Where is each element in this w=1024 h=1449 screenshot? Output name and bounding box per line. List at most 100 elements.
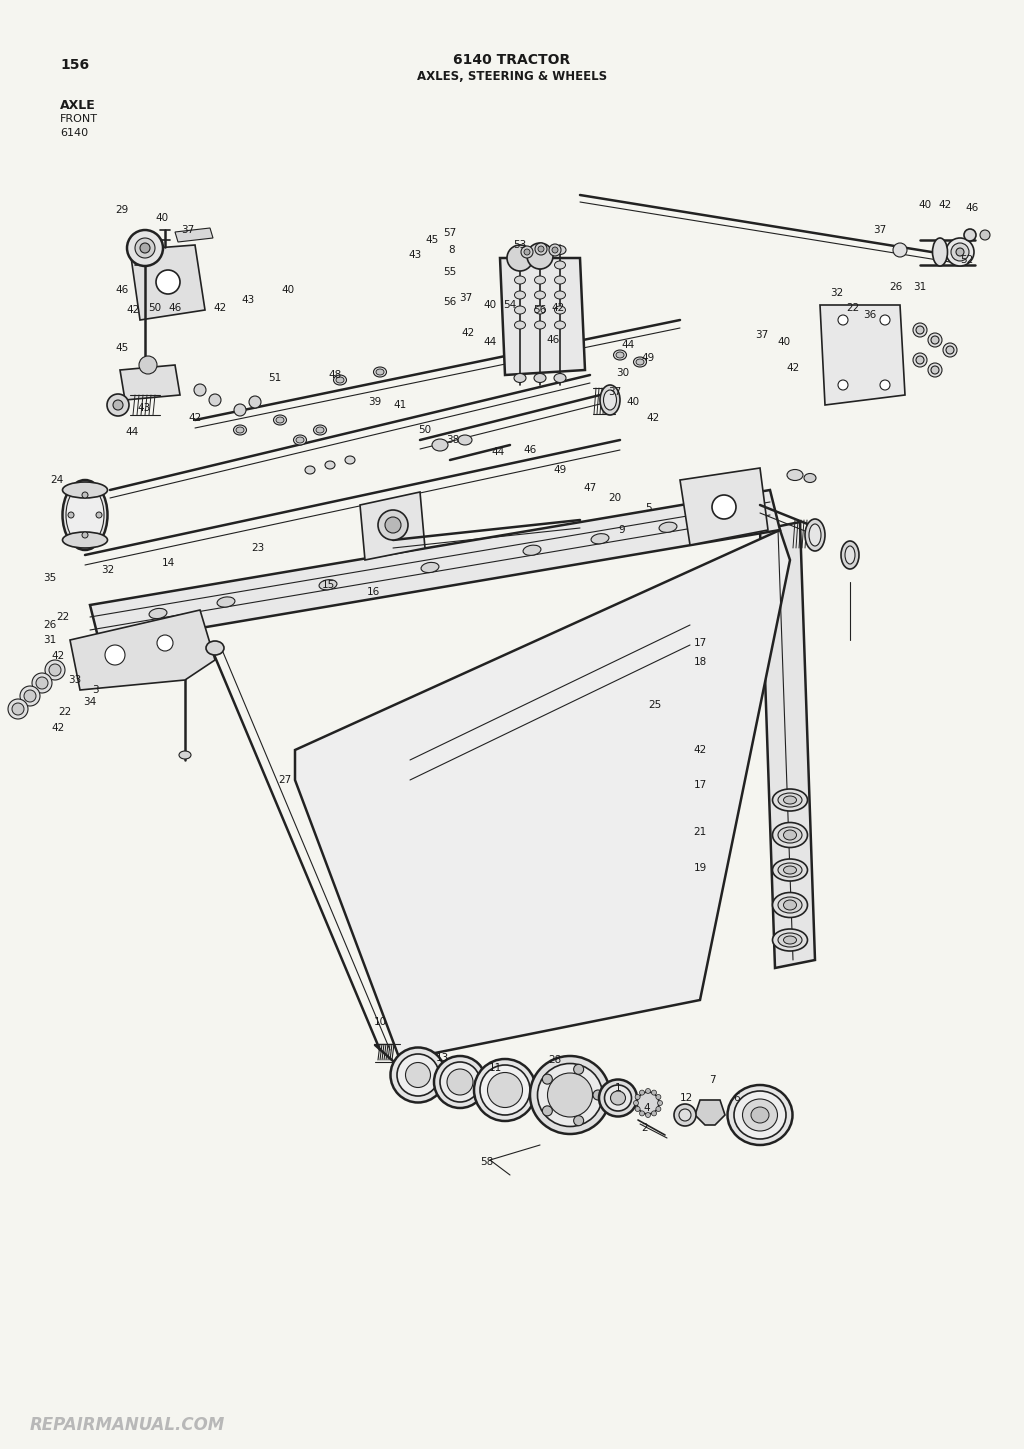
Text: 42: 42	[938, 200, 951, 210]
Ellipse shape	[62, 480, 108, 551]
Ellipse shape	[956, 248, 964, 256]
Circle shape	[385, 517, 401, 533]
Circle shape	[645, 1113, 650, 1117]
Ellipse shape	[783, 936, 797, 943]
Text: 49: 49	[553, 465, 566, 475]
Text: 20: 20	[608, 493, 622, 503]
Ellipse shape	[406, 1062, 430, 1088]
Ellipse shape	[206, 640, 224, 655]
Text: 43: 43	[409, 251, 422, 259]
Polygon shape	[695, 1100, 725, 1124]
Ellipse shape	[179, 751, 191, 759]
Text: 10: 10	[374, 1017, 387, 1027]
Circle shape	[880, 380, 890, 390]
Ellipse shape	[514, 245, 526, 255]
Ellipse shape	[273, 414, 287, 425]
Circle shape	[651, 1090, 656, 1095]
Circle shape	[552, 246, 558, 254]
Text: 40: 40	[627, 397, 640, 407]
Text: 40: 40	[282, 285, 295, 296]
Text: 52: 52	[961, 255, 974, 265]
Circle shape	[521, 246, 534, 258]
Circle shape	[68, 511, 74, 517]
Polygon shape	[175, 227, 213, 242]
Text: 33: 33	[69, 675, 82, 685]
Ellipse shape	[787, 469, 803, 481]
Circle shape	[593, 1090, 603, 1100]
Text: 34: 34	[83, 697, 96, 707]
Text: 58: 58	[480, 1156, 494, 1166]
Text: 18: 18	[693, 656, 707, 667]
Ellipse shape	[535, 275, 546, 284]
Text: 17: 17	[693, 638, 707, 648]
Ellipse shape	[637, 1093, 659, 1114]
Ellipse shape	[334, 375, 346, 385]
Ellipse shape	[778, 897, 802, 913]
Ellipse shape	[772, 929, 808, 951]
Circle shape	[32, 672, 52, 693]
Polygon shape	[680, 468, 768, 545]
Text: AXLE: AXLE	[60, 99, 96, 112]
Ellipse shape	[474, 1059, 536, 1122]
Text: 42: 42	[188, 413, 202, 423]
Text: 3: 3	[92, 685, 98, 696]
Circle shape	[194, 384, 206, 396]
Ellipse shape	[390, 1048, 445, 1103]
Circle shape	[543, 1106, 552, 1116]
Ellipse shape	[305, 467, 315, 474]
Circle shape	[838, 380, 848, 390]
Text: 37: 37	[873, 225, 887, 235]
Circle shape	[916, 326, 924, 335]
Text: 23: 23	[251, 543, 264, 554]
Text: 24: 24	[50, 475, 63, 485]
Ellipse shape	[530, 1056, 610, 1135]
Text: 37: 37	[756, 330, 769, 341]
Ellipse shape	[783, 900, 797, 910]
Circle shape	[657, 1100, 663, 1106]
Circle shape	[140, 243, 150, 254]
Ellipse shape	[772, 893, 808, 917]
Circle shape	[36, 677, 48, 690]
Text: 42: 42	[551, 303, 564, 313]
Ellipse shape	[294, 435, 306, 445]
Ellipse shape	[772, 790, 808, 811]
Polygon shape	[760, 522, 815, 968]
Text: 42: 42	[693, 745, 707, 755]
Text: 42: 42	[51, 723, 65, 733]
Text: 38: 38	[446, 435, 460, 445]
Text: 42: 42	[462, 327, 475, 338]
Ellipse shape	[610, 1091, 626, 1106]
Text: 49: 49	[641, 354, 654, 364]
Text: 44: 44	[622, 341, 635, 351]
Text: 37: 37	[460, 293, 473, 303]
Text: 27: 27	[279, 775, 292, 785]
Ellipse shape	[659, 522, 677, 532]
Polygon shape	[820, 304, 905, 406]
Ellipse shape	[600, 385, 620, 414]
Circle shape	[635, 1107, 640, 1111]
Circle shape	[156, 270, 180, 294]
Circle shape	[209, 394, 221, 406]
Text: 28: 28	[549, 1055, 561, 1065]
Text: 8: 8	[449, 245, 456, 255]
Ellipse shape	[535, 306, 546, 314]
Ellipse shape	[778, 933, 802, 948]
Ellipse shape	[514, 374, 526, 383]
Ellipse shape	[523, 545, 541, 555]
Polygon shape	[90, 490, 780, 645]
Text: 1: 1	[614, 1082, 622, 1093]
Ellipse shape	[434, 1056, 486, 1108]
Circle shape	[928, 364, 942, 377]
Text: 156: 156	[60, 58, 89, 72]
Circle shape	[640, 1090, 644, 1095]
Circle shape	[8, 698, 28, 719]
Text: 21: 21	[693, 827, 707, 838]
Ellipse shape	[535, 261, 546, 270]
Ellipse shape	[634, 356, 646, 367]
Text: 47: 47	[584, 483, 597, 493]
Ellipse shape	[538, 1064, 602, 1126]
Ellipse shape	[345, 456, 355, 464]
Circle shape	[24, 690, 36, 701]
Text: 50: 50	[148, 303, 162, 313]
Ellipse shape	[674, 1104, 696, 1126]
